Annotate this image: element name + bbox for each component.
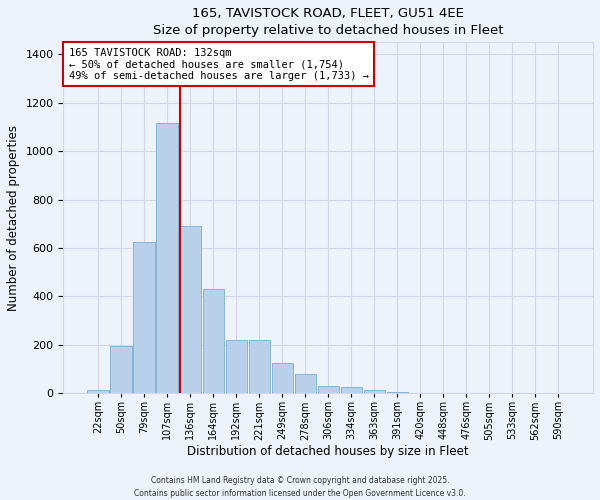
Bar	[317, 386, 339, 393]
Bar	[203, 289, 224, 393]
Text: 165 TAVISTOCK ROAD: 132sqm
← 50% of detached houses are smaller (1,754)
49% of s: 165 TAVISTOCK ROAD: 132sqm ← 50% of deta…	[68, 48, 368, 80]
Y-axis label: Number of detached properties: Number of detached properties	[7, 124, 20, 310]
Bar	[133, 242, 155, 393]
Bar	[88, 390, 109, 393]
Bar	[386, 392, 408, 393]
Bar	[179, 226, 200, 393]
Bar	[341, 387, 362, 393]
X-axis label: Distribution of detached houses by size in Fleet: Distribution of detached houses by size …	[187, 445, 469, 458]
Bar	[272, 363, 293, 393]
Text: Contains HM Land Registry data © Crown copyright and database right 2025.
Contai: Contains HM Land Registry data © Crown c…	[134, 476, 466, 498]
Bar	[110, 346, 131, 393]
Bar	[157, 124, 178, 393]
Bar	[295, 374, 316, 393]
Bar	[248, 340, 270, 393]
Bar	[364, 390, 385, 393]
Bar	[226, 340, 247, 393]
Title: 165, TAVISTOCK ROAD, FLEET, GU51 4EE
Size of property relative to detached house: 165, TAVISTOCK ROAD, FLEET, GU51 4EE Siz…	[153, 7, 503, 37]
